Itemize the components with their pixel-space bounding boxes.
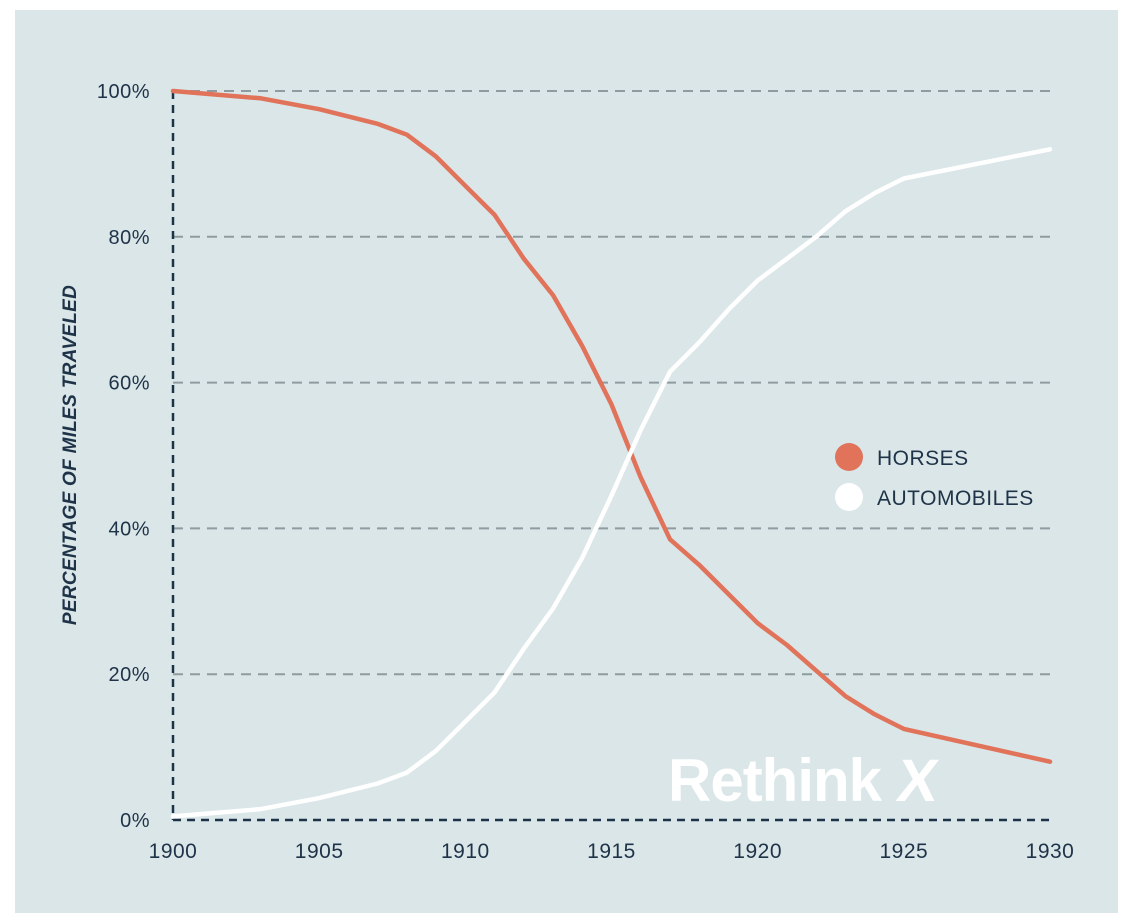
logo-mark: X xyxy=(893,746,942,814)
grid-layer xyxy=(173,90,1050,676)
y-tick-label-20: 20% xyxy=(108,664,150,686)
x-tick-label-1905: 1905 xyxy=(295,840,344,863)
legend-label-horses: HORSES xyxy=(877,447,969,470)
x-tick-label-1930: 1930 xyxy=(1026,840,1075,863)
series-line-automobiles xyxy=(170,147,1053,819)
axes-layer xyxy=(171,91,1050,822)
legend-label-automobiles: AUTOMOBILES xyxy=(877,487,1034,510)
series-layer xyxy=(170,88,1053,819)
y-axis-label: PERCENTAGE OF MILES TRAVELED xyxy=(60,285,81,625)
x-tick-label-1900: 1900 xyxy=(149,840,198,863)
chart-panel xyxy=(15,10,1118,913)
legend: HORSES AUTOMOBILES xyxy=(835,443,1034,511)
y-tick-label-0: 0% xyxy=(120,810,150,832)
x-tick-label-1910: 1910 xyxy=(441,840,490,863)
x-tick-label-1915: 1915 xyxy=(587,840,636,863)
x-tick-label-1925: 1925 xyxy=(879,840,928,863)
y-tick-label-100: 100% xyxy=(97,81,150,103)
tick-layer: 0% 20% 40% 60% 80% 100% 1900 1905 1910 1915 1920 19… xyxy=(97,81,1075,863)
rethinkx-logo: Rethink X xyxy=(668,746,943,814)
y-tick-label-60: 60% xyxy=(108,373,150,395)
legend-swatch-automobiles xyxy=(835,483,863,511)
x-tick-label-1920: 1920 xyxy=(733,840,782,863)
legend-swatch-horses xyxy=(835,443,863,471)
y-tick-label-40: 40% xyxy=(108,518,150,540)
y-tick-label-80: 80% xyxy=(108,227,150,249)
series-line-horses xyxy=(170,88,1053,764)
logo-wordmark: Rethink xyxy=(668,747,883,814)
